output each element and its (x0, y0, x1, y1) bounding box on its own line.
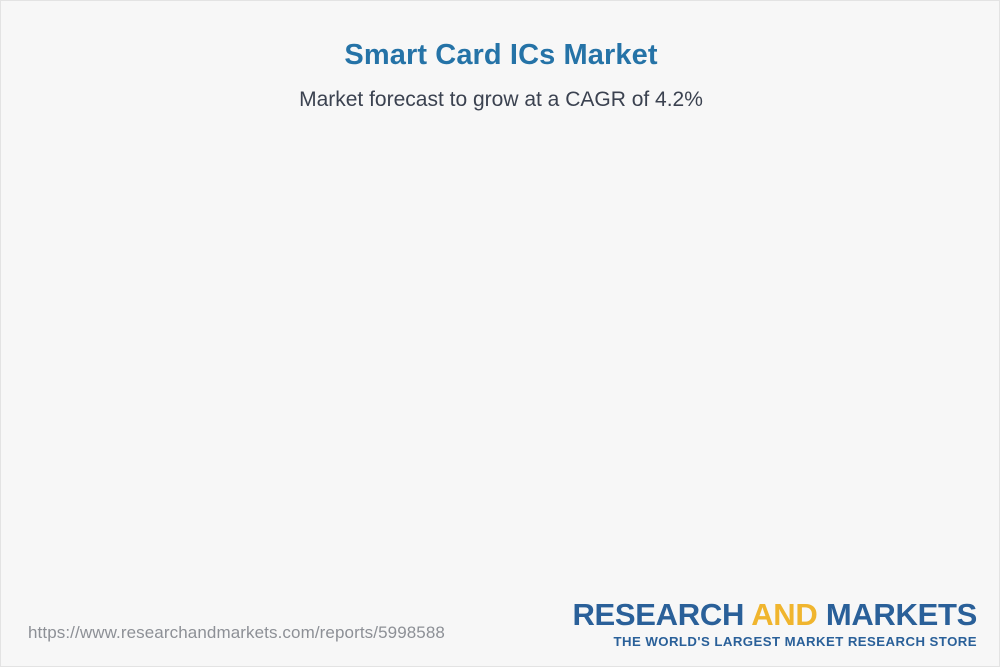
chart-subtitle: Market forecast to grow at a CAGR of 4.2… (299, 88, 703, 111)
plot-area: USD 3.1 Billion (1, 1, 999, 601)
logo-word-markets: MARKETS (825, 597, 977, 632)
research-and-markets-logo[interactable]: RESEARCH AND MARKETS THE WORLD'S LARGEST… (572, 599, 977, 648)
logo-word-and: AND (751, 597, 818, 632)
source-url[interactable]: https://www.researchandmarkets.com/repor… (28, 623, 445, 642)
logo-wordmark: RESEARCH AND MARKETS (572, 599, 977, 630)
chart-title: Smart Card ICs Market (344, 39, 658, 71)
logo-word-research: RESEARCH (572, 597, 745, 632)
logo-tagline: THE WORLD'S LARGEST MARKET RESEARCH STOR… (613, 634, 977, 649)
